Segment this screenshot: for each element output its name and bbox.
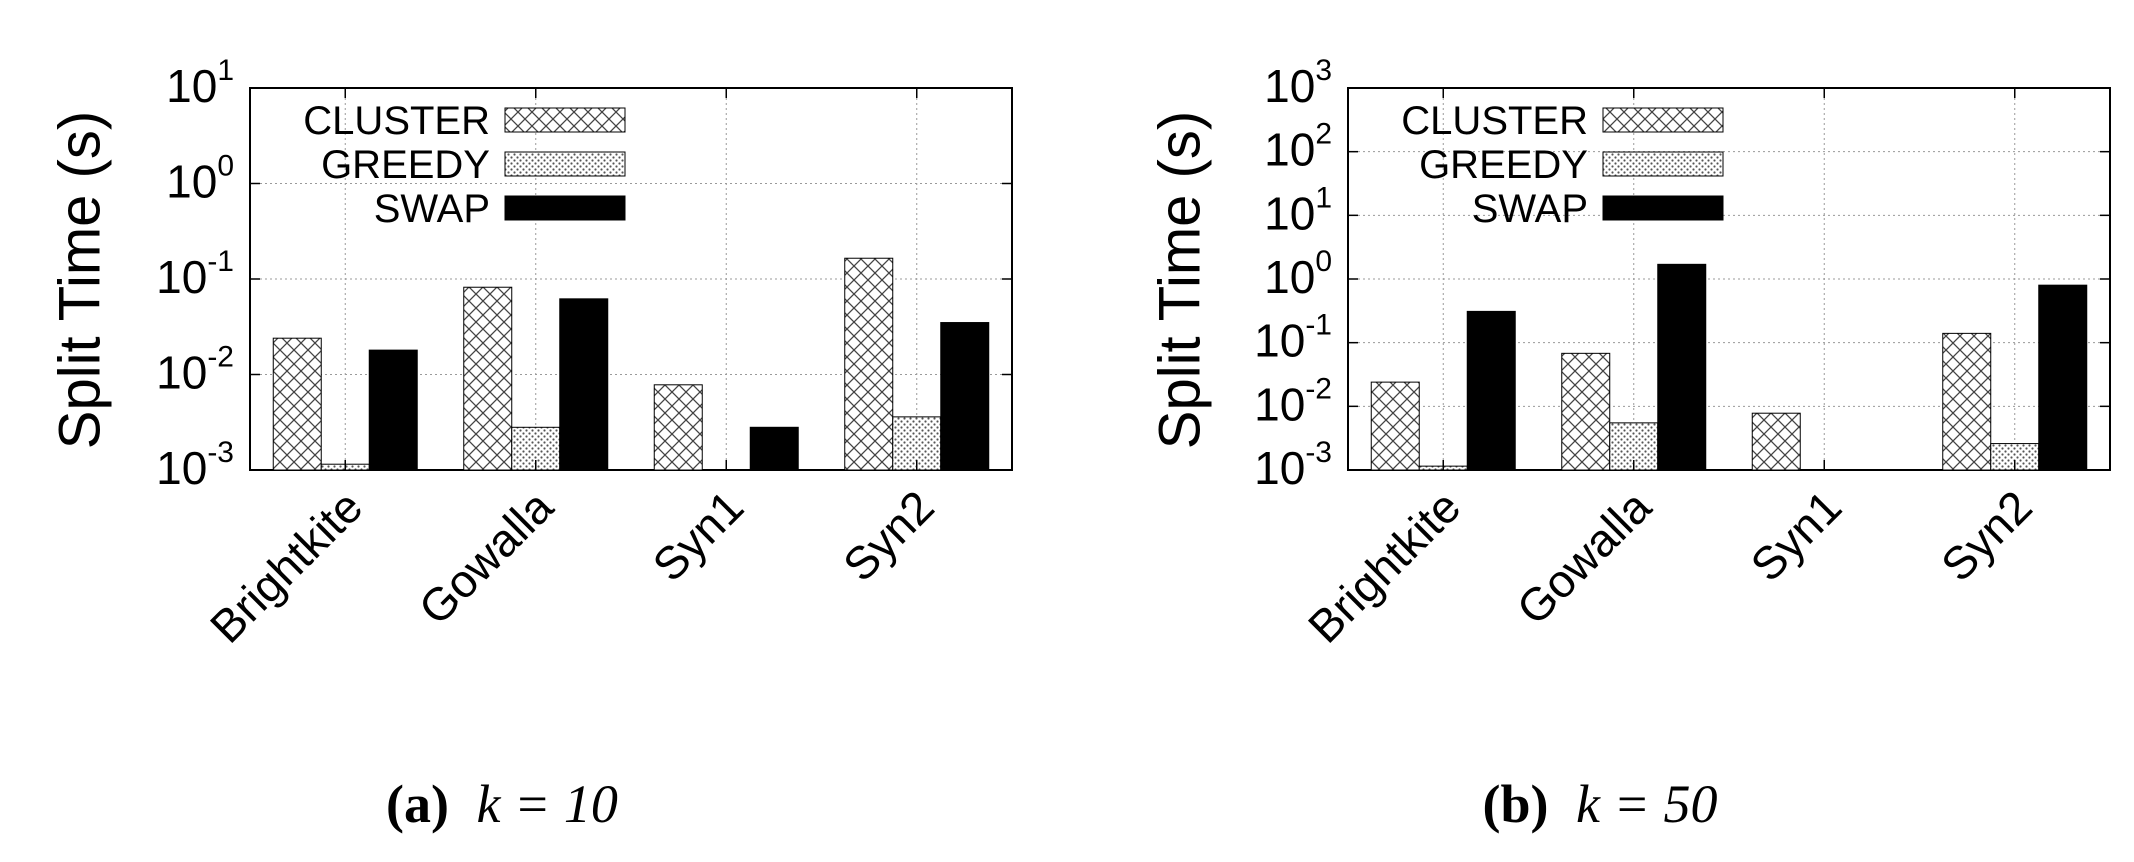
legend-label-cluster: CLUSTER: [303, 99, 490, 143]
legend-label-greedy: GREEDY: [321, 143, 490, 187]
x-tick-label: Gowalla: [1507, 480, 1662, 635]
bar-swap-syn2: [2038, 284, 2088, 471]
bar-swap-syn2: [940, 322, 990, 471]
legend-swatch-cluster: [1602, 107, 1724, 133]
legend-label-swap: SWAP: [374, 187, 490, 231]
bar-cluster-brightkite: [1370, 381, 1420, 471]
y-tick-label: 101: [166, 54, 234, 112]
y-tick-label: 101: [1264, 181, 1332, 239]
bars-b: [1370, 263, 2088, 471]
panel-a: 10-3 10-2 10-1 100 101 Split Time (s) CLUSTE…: [48, 54, 1013, 834]
y-tick-label: 102: [1264, 118, 1332, 176]
legend-label-swap: SWAP: [1472, 187, 1588, 231]
bar-cluster-syn2: [1942, 332, 1992, 471]
caption-math-b: k = 50: [1576, 774, 1717, 834]
y-ticks-a: 10-3 10-2 10-1 100 101: [156, 54, 1012, 494]
y-tick-label: 100: [166, 150, 234, 208]
x-tick-label: Syn2: [1931, 480, 2042, 591]
legend-swatch-greedy: [504, 151, 626, 177]
y-tick-label: 10-1: [1254, 309, 1332, 367]
y-tick-label: 10-2: [156, 341, 234, 399]
x-tick-label: Gowalla: [409, 480, 564, 635]
x-tick-label: Syn1: [642, 480, 753, 591]
y-axis-label-a: Split Time (s): [48, 111, 113, 449]
y-axis-label-b: Split Time (s): [1148, 111, 1213, 449]
caption-b: (b) k = 50: [1483, 774, 1718, 834]
y-tick-label: 10-1: [156, 245, 234, 303]
legend-swatch-swap: [1602, 195, 1724, 221]
bar-cluster-gowalla: [463, 286, 513, 471]
plot-area-a: [249, 87, 1013, 471]
bar-swap-gowalla: [559, 298, 609, 471]
bar-cluster-syn1: [653, 384, 703, 471]
y-tick-label: 103: [1264, 54, 1332, 112]
legend-swatch-greedy: [1602, 151, 1724, 177]
x-tick-label: Brightkite: [200, 480, 372, 652]
bar-cluster-gowalla: [1561, 352, 1611, 471]
y-tick-label: 10-3: [156, 436, 234, 494]
x-tick-label: Syn2: [833, 480, 944, 591]
bars-a: [272, 257, 990, 471]
x-tick-label: Syn1: [1740, 480, 1851, 591]
legend-swatch-cluster: [504, 107, 626, 133]
legend-label-greedy: GREEDY: [1419, 143, 1588, 187]
y-tick-label: 10-2: [1254, 372, 1332, 430]
legend-label-cluster: CLUSTER: [1401, 99, 1588, 143]
caption-label-b: (b): [1483, 774, 1549, 834]
bar-swap-brightkite: [1466, 310, 1516, 471]
bar-swap-brightkite: [368, 349, 418, 471]
bar-cluster-syn1: [1751, 412, 1801, 471]
caption-a: (a) k = 10: [386, 774, 618, 834]
legend-swatch-swap: [504, 195, 626, 221]
bar-swap-syn1: [749, 426, 799, 471]
y-tick-label: 100: [1264, 245, 1332, 303]
x-tick-label: Brightkite: [1298, 480, 1470, 652]
caption-label-a: (a): [386, 774, 449, 834]
caption-math-a: k = 10: [477, 774, 618, 834]
bar-swap-gowalla: [1657, 263, 1707, 471]
bar-cluster-brightkite: [272, 337, 322, 471]
plot-area-b: [1347, 87, 2111, 471]
bar-cluster-syn2: [844, 257, 894, 471]
y-tick-label: 10-3: [1254, 436, 1332, 494]
